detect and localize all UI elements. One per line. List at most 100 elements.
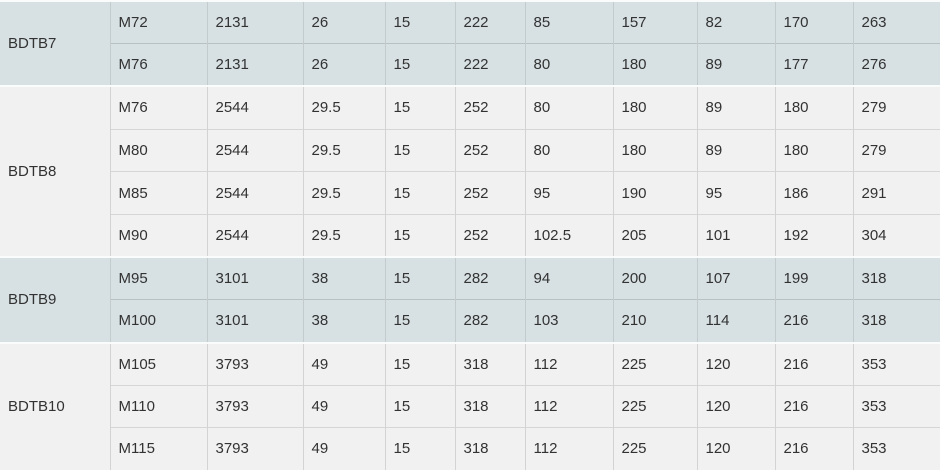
- value-cell: 186: [774, 171, 853, 215]
- value-cell: 252: [454, 85, 525, 130]
- value-cell: 94: [524, 256, 613, 300]
- model-cell: M90: [109, 213, 207, 258]
- value-cell: 101: [696, 213, 775, 258]
- value-cell: 222: [454, 43, 525, 87]
- value-cell: 15: [384, 43, 455, 87]
- value-cell: 282: [454, 256, 525, 300]
- value-cell: 291: [852, 171, 940, 215]
- value-cell: 157: [612, 0, 697, 44]
- value-cell: 216: [774, 384, 853, 428]
- value-cell: 95: [696, 171, 775, 215]
- value-cell: 210: [612, 299, 697, 343]
- value-cell: 180: [612, 128, 697, 172]
- value-cell: 102.5: [524, 213, 613, 258]
- value-cell: 200: [612, 256, 697, 300]
- table-row: M85 2544 29.5 15 252 95 190 95 186 291: [0, 171, 940, 215]
- value-cell: 26: [302, 0, 385, 44]
- table-row: BDTB10 M105 3793 49 15 318 112 225 120 216 353: [0, 341, 940, 470]
- value-cell: 3793: [206, 341, 303, 386]
- value-cell: 252: [454, 128, 525, 172]
- value-cell: 199: [774, 256, 853, 300]
- table-row: BDTB8 M76 2544 29.5 15 252 80 180 89 180 279: [0, 85, 940, 258]
- value-cell: 3101: [206, 256, 303, 300]
- model-cell: M85: [109, 171, 207, 215]
- value-cell: 225: [612, 427, 697, 470]
- value-cell: 216: [774, 427, 853, 470]
- group-label-cell: BDTB9: [0, 256, 110, 343]
- value-cell: 80: [524, 85, 613, 130]
- value-cell: 2544: [206, 85, 303, 130]
- group-label-cell: BDTB10: [0, 341, 110, 470]
- value-cell: 114: [696, 299, 775, 343]
- model-cell: M100: [109, 299, 207, 343]
- value-cell: 15: [384, 213, 455, 258]
- value-cell: 318: [852, 256, 940, 300]
- value-cell: 222: [454, 0, 525, 44]
- value-cell: 180: [612, 85, 697, 130]
- value-cell: 3101: [206, 299, 303, 343]
- value-cell: 3793: [206, 427, 303, 470]
- value-cell: 120: [696, 427, 775, 470]
- table-row: M110 3793 49 15 318 112 225 120 216 353: [0, 384, 940, 428]
- value-cell: 180: [612, 43, 697, 87]
- value-cell: 279: [852, 85, 940, 130]
- value-cell: 89: [696, 85, 775, 130]
- table-row: M115 3793 49 15 318 112 225 120 216 353: [0, 427, 940, 470]
- value-cell: 282: [454, 299, 525, 343]
- value-cell: 180: [774, 128, 853, 172]
- value-cell: 38: [302, 299, 385, 343]
- value-cell: 216: [774, 341, 853, 386]
- model-cell: M115: [109, 427, 207, 470]
- value-cell: 82: [696, 0, 775, 44]
- model-cell: M110: [109, 384, 207, 428]
- value-cell: 2131: [206, 0, 303, 44]
- table-row: BDTB9 M95 3101 38 15 282 94 200 107 199 318: [0, 256, 940, 343]
- value-cell: 112: [524, 341, 613, 386]
- value-cell: 26: [302, 43, 385, 87]
- value-cell: 318: [454, 341, 525, 386]
- value-cell: 29.5: [302, 213, 385, 258]
- value-cell: 276: [852, 43, 940, 87]
- value-cell: 353: [852, 384, 940, 428]
- value-cell: 353: [852, 341, 940, 386]
- value-cell: 120: [696, 341, 775, 386]
- value-cell: 252: [454, 171, 525, 215]
- table-row: M100 3101 38 15 282 103 210 114 216 318: [0, 299, 940, 343]
- value-cell: 107: [696, 256, 775, 300]
- value-cell: 15: [384, 0, 455, 44]
- value-cell: 263: [852, 0, 940, 44]
- value-cell: 353: [852, 427, 940, 470]
- value-cell: 279: [852, 128, 940, 172]
- value-cell: 2544: [206, 213, 303, 258]
- value-cell: 49: [302, 341, 385, 386]
- value-cell: 15: [384, 256, 455, 300]
- group-label-cell: BDTB8: [0, 85, 110, 258]
- value-cell: 15: [384, 384, 455, 428]
- model-cell: M72: [109, 0, 207, 44]
- value-cell: 3793: [206, 384, 303, 428]
- value-cell: 15: [384, 341, 455, 386]
- table-row: M76 2131 26 15 222 80 180 89 177 276: [0, 43, 940, 87]
- table-row: M80 2544 29.5 15 252 80 180 89 180 279: [0, 128, 940, 172]
- value-cell: 29.5: [302, 171, 385, 215]
- value-cell: 89: [696, 43, 775, 87]
- value-cell: 225: [612, 341, 697, 386]
- model-cell: M95: [109, 256, 207, 300]
- value-cell: 180: [774, 85, 853, 130]
- value-cell: 112: [524, 427, 613, 470]
- value-cell: 29.5: [302, 85, 385, 130]
- value-cell: 170: [774, 0, 853, 44]
- value-cell: 80: [524, 43, 613, 87]
- value-cell: 225: [612, 384, 697, 428]
- value-cell: 95: [524, 171, 613, 215]
- value-cell: 15: [384, 171, 455, 215]
- value-cell: 15: [384, 128, 455, 172]
- value-cell: 318: [852, 299, 940, 343]
- value-cell: 177: [774, 43, 853, 87]
- value-cell: 103: [524, 299, 613, 343]
- model-cell: M105: [109, 341, 207, 386]
- value-cell: 15: [384, 427, 455, 470]
- table-row: M90 2544 29.5 15 252 102.5 205 101 192 304: [0, 213, 940, 258]
